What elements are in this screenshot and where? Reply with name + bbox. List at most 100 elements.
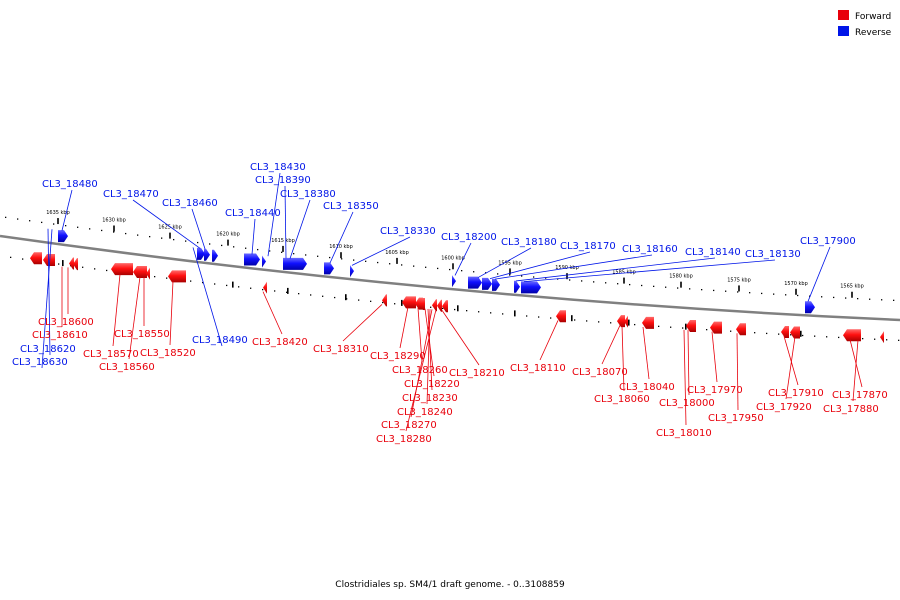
gene-label-cl3_18170[interactable]: CL3_18170: [560, 241, 616, 252]
scale-dot: [346, 298, 348, 300]
gene-label-cl3_18550[interactable]: CL3_18550: [114, 329, 170, 340]
scale-dot: [490, 312, 492, 314]
forward-gene-arrow[interactable]: [781, 325, 789, 338]
gene-label-cl3_18290[interactable]: CL3_18290: [370, 351, 426, 362]
reverse-gene-arrow[interactable]: [244, 253, 260, 266]
gene-label-cl3_18560[interactable]: CL3_18560: [99, 362, 155, 373]
gene-label-cl3_18470[interactable]: CL3_18470: [103, 189, 159, 200]
reverse-gene-arrow[interactable]: [805, 301, 815, 314]
reverse-gene-arrow[interactable]: [452, 275, 456, 288]
gene-label-cl3_18480[interactable]: CL3_18480: [42, 179, 98, 190]
forward-gene-arrow[interactable]: [437, 299, 442, 312]
gene-label-cl3_17970[interactable]: CL3_17970: [687, 385, 743, 396]
gene-label-cl3_18390[interactable]: CL3_18390: [255, 175, 311, 186]
gene-label-cl3_18490[interactable]: CL3_18490: [192, 335, 248, 346]
gene-label-cl3_18000[interactable]: CL3_18000: [659, 398, 715, 409]
gene-label-cl3_18070[interactable]: CL3_18070: [572, 367, 628, 378]
gene-leader-line: [399, 306, 409, 349]
gene-label-cl3_18270[interactable]: CL3_18270: [381, 420, 437, 431]
reverse-gene-arrow[interactable]: [350, 265, 354, 278]
forward-gene-arrow[interactable]: [382, 294, 387, 307]
gene-label-cl3_18040[interactable]: CL3_18040: [619, 382, 675, 393]
scale-dot: [425, 266, 427, 268]
gene-label-cl3_17950[interactable]: CL3_17950: [708, 413, 764, 424]
gene-label-cl3_18160[interactable]: CL3_18160: [622, 244, 678, 255]
forward-gene-arrow[interactable]: [419, 298, 425, 311]
forward-gene-arrow[interactable]: [686, 320, 696, 333]
gene-label-cl3_17920[interactable]: CL3_17920: [756, 402, 812, 413]
gene-label-cl3_18380[interactable]: CL3_18380: [280, 189, 336, 200]
reverse-gene-arrow[interactable]: [197, 247, 205, 260]
forward-gene-arrow[interactable]: [880, 331, 884, 344]
forward-gene-arrow[interactable]: [556, 310, 566, 323]
gene-label-cl3_18520[interactable]: CL3_18520: [140, 348, 196, 359]
gene-leader-line: [601, 325, 621, 365]
gene-label-cl3_18280[interactable]: CL3_18280: [376, 434, 432, 445]
forward-gene-arrow[interactable]: [790, 326, 800, 339]
gene-label-cl3_18210[interactable]: CL3_18210: [449, 368, 505, 379]
reverse-gene-arrow[interactable]: [482, 277, 492, 290]
forward-gene-arrow[interactable]: [30, 252, 42, 265]
forward-gene-arrow[interactable]: [442, 300, 448, 313]
forward-gene-arrow[interactable]: [843, 329, 861, 342]
reverse-gene-arrow[interactable]: [521, 281, 541, 294]
reverse-gene-arrow[interactable]: [204, 248, 210, 261]
gene-label-cl3_18110[interactable]: CL3_18110: [510, 363, 566, 374]
gene-label-cl3_18610[interactable]: CL3_18610: [32, 330, 88, 341]
gene-label-cl3_17870[interactable]: CL3_17870: [832, 390, 888, 401]
forward-gene-arrow[interactable]: [69, 257, 74, 270]
forward-gene-arrow[interactable]: [432, 299, 437, 312]
reverse-gene-arrow[interactable]: [324, 262, 334, 275]
forward-gene-arrow[interactable]: [617, 315, 625, 328]
forward-gene-arrow[interactable]: [624, 315, 628, 328]
scale-dot: [202, 281, 204, 284]
gene-label-cl3_18260[interactable]: CL3_18260: [392, 365, 448, 376]
scale-tick: [457, 305, 459, 312]
gene-label-cl3_18240[interactable]: CL3_18240: [397, 407, 453, 418]
gene-label-cl3_18620[interactable]: CL3_18620: [20, 344, 76, 355]
reverse-gene-arrow[interactable]: [262, 255, 266, 268]
forward-gene-arrow[interactable]: [402, 296, 416, 309]
gene-leader-line: [61, 189, 73, 231]
scale-dot: [737, 291, 739, 293]
gene-label-cl3_17900[interactable]: CL3_17900: [800, 236, 856, 247]
forward-gene-arrow[interactable]: [642, 316, 654, 329]
reverse-gene-arrow[interactable]: [514, 280, 520, 293]
gene-label-cl3_18630[interactable]: CL3_18630: [12, 357, 68, 368]
reverse-gene-arrow[interactable]: [468, 276, 482, 289]
forward-gene-arrow[interactable]: [168, 270, 186, 283]
gene-label-cl3_18600[interactable]: CL3_18600: [38, 317, 94, 328]
reverse-gene-arrow[interactable]: [283, 257, 307, 270]
reverse-gene-arrow[interactable]: [492, 278, 500, 291]
gene-label-cl3_18420[interactable]: CL3_18420: [252, 337, 308, 348]
gene-label-cl3_18060[interactable]: CL3_18060: [594, 394, 650, 405]
forward-gene-arrow[interactable]: [146, 267, 150, 280]
forward-gene-arrow[interactable]: [263, 281, 267, 294]
gene-label-cl3_18460[interactable]: CL3_18460: [162, 198, 218, 209]
forward-gene-arrow[interactable]: [133, 265, 147, 278]
forward-gene-arrow[interactable]: [43, 254, 55, 267]
gene-label-cl3_18430[interactable]: CL3_18430: [250, 162, 306, 173]
forward-gene-arrow[interactable]: [710, 321, 722, 334]
gene-label-cl3_18330[interactable]: CL3_18330: [380, 226, 436, 237]
gene-label-cl3_18310[interactable]: CL3_18310: [313, 344, 369, 355]
forward-gene-arrow[interactable]: [73, 258, 78, 271]
gene-label-cl3_18140[interactable]: CL3_18140: [685, 247, 741, 258]
gene-label-cl3_18440[interactable]: CL3_18440: [225, 208, 281, 219]
forward-gene-arrow[interactable]: [111, 263, 133, 276]
gene-leader-line: [192, 247, 223, 347]
gene-label-cl3_18230[interactable]: CL3_18230: [402, 393, 458, 404]
gene-label-cl3_18010[interactable]: CL3_18010: [656, 428, 712, 439]
gene-label-cl3_17880[interactable]: CL3_17880: [823, 404, 879, 415]
gene-label-cl3_18180[interactable]: CL3_18180: [501, 237, 557, 248]
reverse-gene-arrow[interactable]: [58, 230, 68, 243]
gene-label-cl3_17910[interactable]: CL3_17910: [768, 388, 824, 399]
scale-dot: [605, 282, 607, 284]
forward-gene-arrow[interactable]: [736, 323, 746, 336]
gene-label-cl3_18220[interactable]: CL3_18220: [404, 379, 460, 390]
gene-label-cl3_18130[interactable]: CL3_18130: [745, 249, 801, 260]
gene-label-cl3_18570[interactable]: CL3_18570: [83, 349, 139, 360]
gene-label-cl3_18200[interactable]: CL3_18200: [441, 232, 497, 243]
gene-label-cl3_18350[interactable]: CL3_18350: [323, 201, 379, 212]
reverse-gene-arrow[interactable]: [212, 249, 218, 262]
